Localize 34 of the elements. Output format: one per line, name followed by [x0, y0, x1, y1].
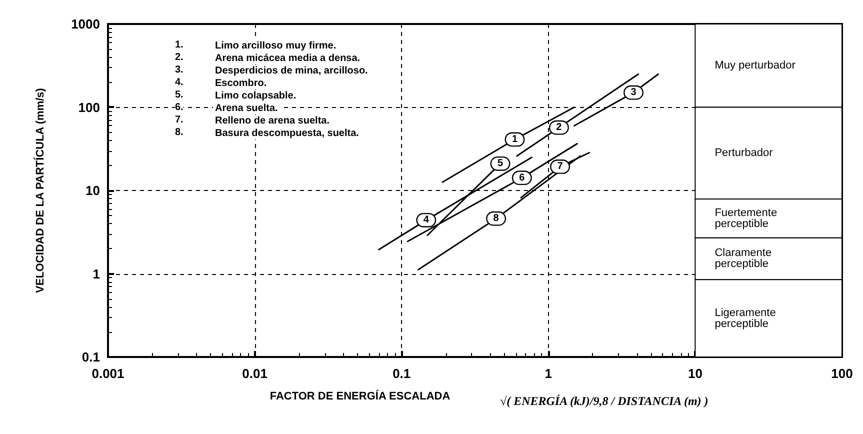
band-label: Ligeramente perceptible: [714, 306, 779, 330]
x-tick-label: 0.1: [392, 366, 411, 381]
y-tick-label: 1: [92, 266, 100, 282]
series-label: 1: [512, 134, 518, 145]
text: 8. Basura descompuesta, suelta.: [175, 127, 359, 139]
series-label: 5: [497, 158, 504, 170]
text: 7. Relleno de arena suelta.: [175, 114, 330, 126]
band-label: Perturbador: [714, 147, 774, 160]
series-label: 2: [556, 122, 562, 134]
band-label: Fuertemente perceptible: [714, 206, 780, 230]
x-axis-title: FACTOR DE ENERGÍA ESCALADA: [270, 390, 450, 402]
text: √( ENERGÍA (kJ)/9,8 / DISTANCIA (m) ): [500, 394, 708, 408]
y-tick-label: 1000: [71, 16, 100, 32]
series-label: 6: [519, 172, 526, 184]
x-tick-label: 0.001: [92, 366, 124, 381]
x-tick-label: 0.01: [242, 366, 268, 381]
x-tick-label: 1: [544, 366, 552, 381]
text: 3. Desperdicios de mina, arcilloso.: [175, 64, 368, 76]
y-tick-label: 100: [78, 100, 100, 115]
text: 1. Limo arcilloso muy firme.: [175, 40, 336, 52]
series-label: 8: [493, 213, 500, 224]
x-tick-label: 10: [688, 366, 702, 381]
x-tick-label: 100: [831, 366, 853, 381]
text: 5. Limo colapsable.: [175, 90, 296, 102]
series-label: 3: [630, 87, 637, 98]
text: 2. Arena micácea media a densa.: [175, 52, 360, 64]
band-label: Muy perturbador: [714, 60, 796, 72]
text: 4. Escombro.: [175, 77, 267, 89]
band-label: Claramente perceptible: [714, 247, 775, 270]
y-tick-label: 0.1: [82, 350, 100, 364]
series-label: 4: [423, 214, 430, 226]
y-axis-title: VELOCIDAD DE LA PARTÍCULA (mm/s): [34, 88, 46, 293]
y-tick-label: 10: [86, 183, 100, 198]
text: 6. Arena suelta.: [175, 102, 278, 114]
